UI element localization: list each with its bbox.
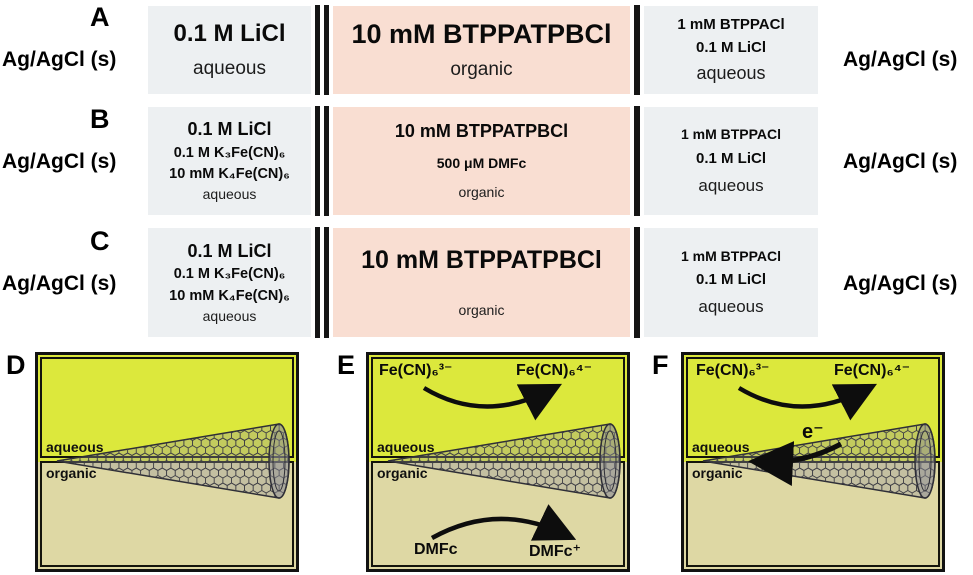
nanotube-and-arrows-graphic xyxy=(702,383,936,499)
phase-label: aqueous xyxy=(698,297,764,316)
double-bar-1-A xyxy=(315,5,320,95)
aqueous-phase-label: aqueous xyxy=(46,439,104,455)
phase-label: organic xyxy=(450,59,513,80)
carbon-nanotube-icon xyxy=(387,423,621,499)
phase-label: aqueous xyxy=(202,186,257,203)
electrode-right-C: Ag/AgCl (s) xyxy=(843,272,958,295)
panel-D: aqueous organic xyxy=(35,352,299,572)
dmfc-cation-label: DMFc⁺ xyxy=(529,543,581,560)
electrode-right-B: Ag/AgCl (s) xyxy=(843,150,958,173)
chem-line: 0.1 M LiCl xyxy=(187,119,272,140)
panel-label-D: D xyxy=(6,350,26,380)
phase-label: organic xyxy=(458,184,505,201)
cell-label-A: A xyxy=(90,2,110,32)
organic-phase-label: organic xyxy=(377,465,428,481)
chem-line: 10 mM K₄Fe(CN)₆ xyxy=(169,287,290,304)
chem-line: 10 mM BTPPATPBCl xyxy=(361,246,602,275)
phase-label: aqueous xyxy=(698,175,764,195)
organic-box-B: 10 mM BTPPATPBCl 500 μM DMFc organic xyxy=(333,107,630,215)
aqueous-right-box-B: 1 mM BTPPACl 0.1 M LiCl aqueous xyxy=(644,107,818,215)
organic-phase-label: organic xyxy=(46,465,97,481)
double-bar-2-A xyxy=(324,5,329,95)
single-bar-B xyxy=(634,106,640,216)
reduction-arrow xyxy=(737,383,878,421)
aqueous-right-box-A: 1 mM BTPPACl 0.1 M LiCl aqueous xyxy=(644,6,818,94)
electrode-right-A: Ag/AgCl (s) xyxy=(843,48,958,71)
chem-line: 0.1 M LiCl xyxy=(173,20,286,48)
ferrocyanide-label: Fe(CN)₆⁴⁻ xyxy=(516,362,593,379)
phase-label: aqueous xyxy=(193,58,266,80)
phase-label: aqueous xyxy=(696,62,766,83)
double-bar-1-B xyxy=(315,106,320,216)
cell-label-B: B xyxy=(90,104,110,134)
chem-line: 1 mM BTPPACl xyxy=(680,126,782,143)
nanotube-and-arrows-graphic xyxy=(387,383,621,541)
ferrocyanide-label: Fe(CN)₆⁴⁻ xyxy=(834,362,911,379)
single-bar-C xyxy=(634,227,640,338)
carbon-nanotube-icon xyxy=(702,423,936,499)
chem-line: 0.1 M K₃Fe(CN)₆ xyxy=(173,266,286,283)
organic-box-C: 10 mM BTPPATPBCl organic xyxy=(333,228,630,337)
chem-line: 0.1 M K₃Fe(CN)₆ xyxy=(173,144,286,161)
nanotube-graphic xyxy=(56,423,290,499)
chem-line: 10 mM BTPPATPBCl xyxy=(351,19,612,50)
phase-label: organic xyxy=(458,302,505,319)
double-bar-2-B xyxy=(324,106,329,216)
panel-label-F: F xyxy=(652,350,669,380)
chem-line: 500 μM DMFc xyxy=(436,154,527,171)
cell-label-C: C xyxy=(90,226,110,256)
ferricyanide-label: Fe(CN)₆³⁻ xyxy=(379,362,453,379)
electrode-left-A: Ag/AgCl (s) xyxy=(2,48,117,71)
ferricyanide-label: Fe(CN)₆³⁻ xyxy=(696,362,770,379)
electrode-left-B: Ag/AgCl (s) xyxy=(2,150,117,173)
double-bar-1-C xyxy=(315,227,320,338)
single-bar-A xyxy=(634,5,640,95)
chem-line: 0.1 M LiCl xyxy=(695,271,766,289)
aqueous-left-box-C: 0.1 M LiCl 0.1 M K₃Fe(CN)₆ 10 mM K₄Fe(CN… xyxy=(148,228,311,337)
oxidation-arrow xyxy=(430,504,577,541)
chem-line: 1 mM BTPPACl xyxy=(680,247,782,264)
panel-E: Fe(CN)₆³⁻ Fe(CN)₆⁴⁻ DMFc DMFc⁺ aqueous o… xyxy=(366,352,630,572)
reduction-arrow xyxy=(422,383,563,421)
chem-line: 10 mM BTPPATPBCl xyxy=(394,121,569,142)
aqueous-phase-label: aqueous xyxy=(692,439,750,455)
organic-box-A: 10 mM BTPPATPBCl organic xyxy=(333,6,630,94)
chem-line: 0.1 M LiCl xyxy=(187,240,272,261)
panel-label-E: E xyxy=(337,350,356,380)
electron-label: e⁻ xyxy=(802,421,824,443)
aqueous-phase-region xyxy=(40,357,294,458)
panel-F: Fe(CN)₆³⁻ Fe(CN)₆⁴⁻ e⁻ aqueous organic xyxy=(681,352,945,572)
double-bar-2-C xyxy=(324,227,329,338)
chem-line: 10 mM K₄Fe(CN)₆ xyxy=(169,166,290,182)
dmfc-label: DMFc xyxy=(414,541,458,558)
aqueous-phase-label: aqueous xyxy=(377,439,435,455)
organic-phase-label: organic xyxy=(692,465,743,481)
phase-label: aqueous xyxy=(202,307,257,324)
aqueous-left-box-A: 0.1 M LiCl aqueous xyxy=(148,6,311,94)
chem-line: 0.1 M LiCl xyxy=(695,149,766,167)
aqueous-right-box-C: 1 mM BTPPACl 0.1 M LiCl aqueous xyxy=(644,228,818,337)
aqueous-left-box-B: 0.1 M LiCl 0.1 M K₃Fe(CN)₆ 10 mM K₄Fe(CN… xyxy=(148,107,311,215)
chem-line: 1 mM BTPPACl xyxy=(677,16,785,33)
electrode-left-C: Ag/AgCl (s) xyxy=(2,272,117,295)
carbon-nanotube-icon xyxy=(56,423,290,499)
electron-transfer-arrow xyxy=(748,441,843,486)
chem-line: 0.1 M LiCl xyxy=(695,38,766,56)
